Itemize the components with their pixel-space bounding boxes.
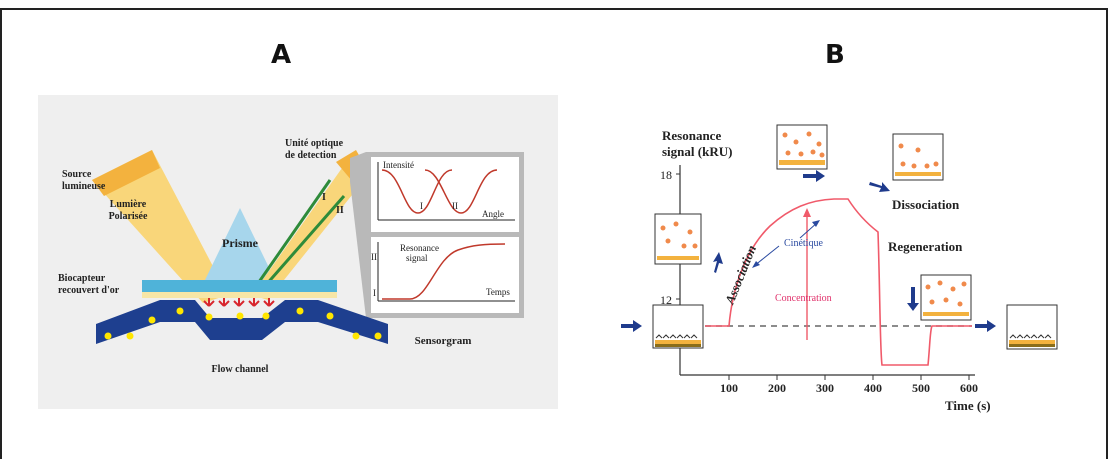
regeneration-label: Regeneration — [888, 239, 963, 254]
beam-label-I: I — [322, 192, 326, 203]
plot-top-label-II: II — [452, 201, 458, 211]
y-label-2: signal (kRU) — [662, 144, 732, 159]
light-text-2: Polarisée — [109, 211, 148, 222]
source-text-2: lumineuse — [62, 181, 106, 192]
plot-bottom-xlabel: Temps — [486, 287, 510, 297]
detector-text-1: Unité optique — [285, 138, 344, 149]
antibodies — [203, 298, 275, 307]
dissociation-label: Dissociation — [892, 197, 960, 212]
panel-b-label: B — [825, 40, 845, 70]
flow-arrows — [621, 170, 996, 332]
panel-a-label: A — [271, 40, 292, 70]
plot-top-xlabel: Angle — [482, 209, 504, 219]
cinetique-label: Cinétique — [784, 238, 823, 249]
y-label-1: Resonance — [662, 128, 721, 143]
y-tick-18: 18 — [660, 168, 672, 182]
sensorgram-label: Sensorgram — [415, 335, 472, 347]
concentration-label: Concentration — [775, 293, 832, 304]
plot-bottom-ylabel-1: Resonance — [400, 243, 439, 253]
light-source-cone — [92, 150, 228, 303]
plot-bottom-label-II: II — [371, 252, 377, 262]
light-text-1: Lumière — [110, 199, 147, 210]
biosensor-text-1: Biocapteur — [58, 273, 106, 284]
sensorgram-curve — [705, 198, 972, 366]
gold-film — [142, 292, 337, 298]
chip-equilibrium — [776, 124, 828, 170]
plot-top-label-I: I — [420, 201, 423, 211]
flow-dots — [104, 307, 382, 340]
chip-association — [654, 213, 702, 265]
sensor-glass — [142, 280, 337, 292]
beam-I — [250, 179, 332, 293]
plot-bottom-label-I: I — [373, 288, 376, 298]
x-axis-label: Time (s) — [945, 398, 991, 413]
flow-channel — [96, 300, 388, 344]
beam-label-II: II — [336, 205, 344, 216]
source-text-1: Source — [62, 169, 92, 180]
chip-baseline-left — [652, 304, 704, 349]
association-label: Association — [721, 243, 759, 307]
detector-cone — [252, 168, 360, 300]
chip-regeneration — [920, 274, 972, 321]
x-tick-600: 600 — [960, 381, 978, 395]
chip-dissociation — [892, 133, 944, 181]
biosensor-text-2: recouvert d'or — [58, 285, 120, 296]
x-tick-100: 100 — [720, 381, 738, 395]
x-ticks — [728, 375, 970, 380]
plot-top-ylabel: Intensité — [383, 160, 414, 170]
panel-a-diagram: Lumière Polarisée Prisme I II Intensité … — [38, 95, 558, 409]
beam-II — [256, 195, 346, 295]
x-tick-500: 500 — [912, 381, 930, 395]
plot-bottom-ylabel-2: signal — [406, 253, 428, 263]
prism-shape — [205, 208, 275, 280]
x-tick-300: 300 — [816, 381, 834, 395]
prism-label: Prisme — [222, 236, 259, 250]
detector-text-2: de detection — [285, 150, 337, 161]
x-tick-200: 200 — [768, 381, 786, 395]
chip-baseline-right — [1006, 304, 1058, 350]
x-tick-400: 400 — [864, 381, 882, 395]
flow-channel-label: Flow channel — [212, 364, 269, 375]
panel-b-chart: Resonance signal (kRU) 18 12 100 200 300… — [621, 124, 1058, 413]
y-tick-12: 12 — [660, 293, 672, 307]
